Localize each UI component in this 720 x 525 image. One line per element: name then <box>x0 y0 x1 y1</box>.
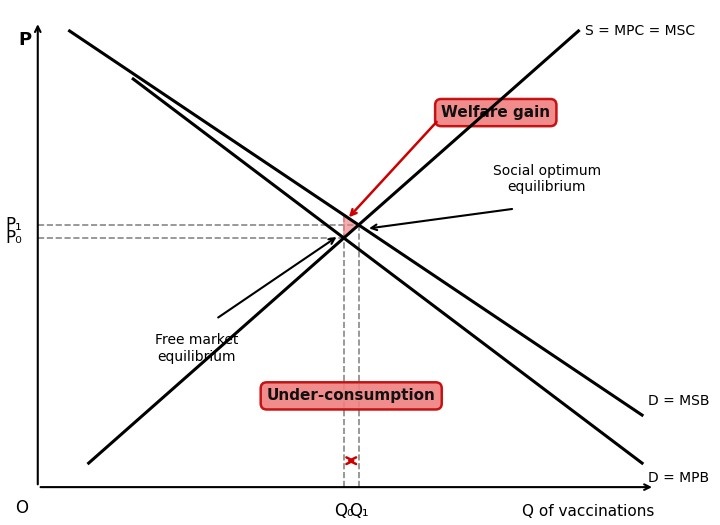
Text: P₀: P₀ <box>5 229 22 247</box>
Text: Q₀: Q₀ <box>334 502 354 520</box>
Text: D = MPB: D = MPB <box>649 470 709 485</box>
Text: S = MPC = MSC: S = MPC = MSC <box>585 24 695 38</box>
Text: Welfare gain: Welfare gain <box>441 105 550 120</box>
Text: Social optimum
equilibrium: Social optimum equilibrium <box>492 164 600 194</box>
Text: P₁: P₁ <box>5 216 22 234</box>
Polygon shape <box>344 215 359 238</box>
Text: Q of vaccinations: Q of vaccinations <box>523 504 654 519</box>
Text: D = MSB: D = MSB <box>649 394 710 408</box>
Text: O: O <box>15 499 28 517</box>
Text: Free market
equilibrium: Free market equilibrium <box>155 333 238 364</box>
Text: Under-consumption: Under-consumption <box>267 388 436 403</box>
Text: P: P <box>19 31 32 49</box>
Text: Q₁: Q₁ <box>348 502 369 520</box>
